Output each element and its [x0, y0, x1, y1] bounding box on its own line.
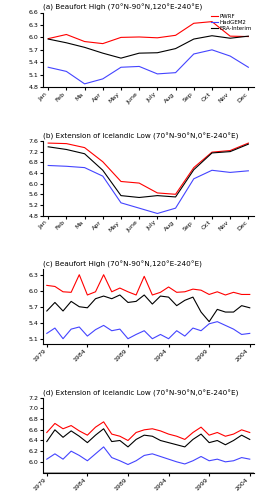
Text: (a) Beaufort High (70°N-90°N,120°E-240°E): (a) Beaufort High (70°N-90°N,120°E-240°E…	[43, 4, 202, 11]
Legend: PWRF, HadGEM2, ERA-Interim: PWRF, HadGEM2, ERA-Interim	[211, 14, 252, 31]
Text: (c) Beaufort High (70°N-90°N,120°E-240°E): (c) Beaufort High (70°N-90°N,120°E-240°E…	[43, 261, 202, 268]
Text: (b) Extension of Icelandic Low (70°N-90°N,0°E-240°E): (b) Extension of Icelandic Low (70°N-90°…	[43, 132, 238, 140]
Text: (d) Extension of Icelandic Low (70°N-90°N,0°E-240°E): (d) Extension of Icelandic Low (70°N-90°…	[43, 390, 238, 396]
